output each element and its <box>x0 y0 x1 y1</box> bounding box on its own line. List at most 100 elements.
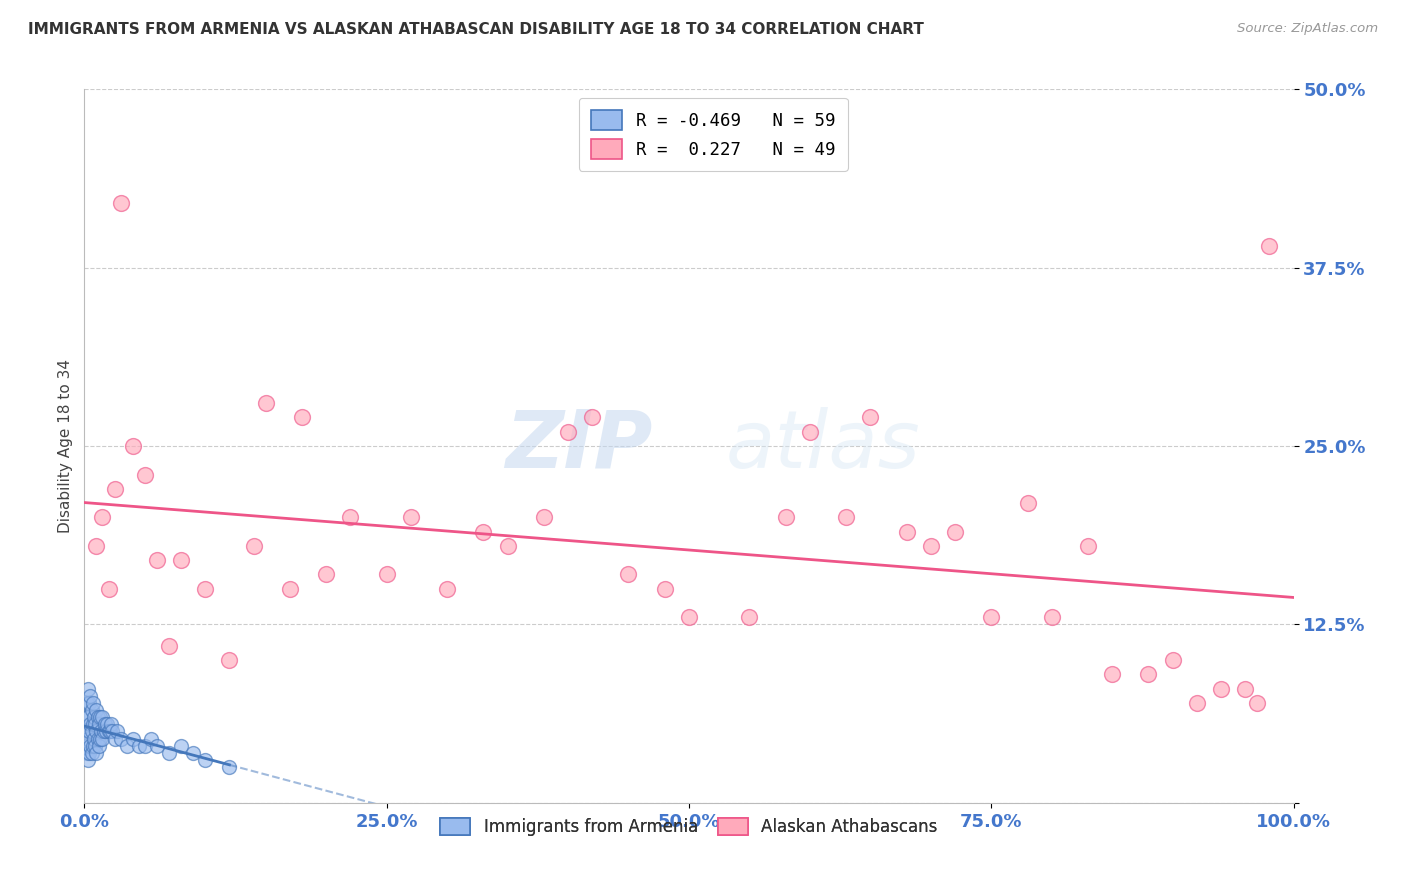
Point <box>110 196 132 211</box>
Point <box>146 739 169 753</box>
Point <box>315 567 337 582</box>
Point <box>80 724 103 739</box>
Point <box>1209 681 1232 696</box>
Point <box>146 553 169 567</box>
Point <box>194 582 217 596</box>
Point <box>86 746 108 760</box>
Point <box>97 582 120 596</box>
Point <box>1161 653 1184 667</box>
Point <box>87 717 110 731</box>
Point <box>96 717 118 731</box>
Point <box>94 717 117 731</box>
Point <box>799 425 821 439</box>
Point <box>1234 681 1257 696</box>
Point <box>79 689 101 703</box>
Point <box>86 710 108 724</box>
Point <box>1101 667 1123 681</box>
Point <box>943 524 966 539</box>
Point <box>278 582 301 596</box>
Point <box>1185 696 1208 710</box>
Point <box>436 582 458 596</box>
Point <box>77 710 100 724</box>
Point <box>920 539 942 553</box>
Point <box>86 731 108 746</box>
Point <box>1258 239 1281 253</box>
Text: IMMIGRANTS FROM ARMENIA VS ALASKAN ATHABASCAN DISABILITY AGE 18 TO 34 CORRELATIO: IMMIGRANTS FROM ARMENIA VS ALASKAN ATHAB… <box>28 22 924 37</box>
Point <box>77 746 100 760</box>
Point <box>105 724 128 739</box>
Point <box>86 703 108 717</box>
Point <box>91 510 114 524</box>
Point <box>100 717 122 731</box>
Text: atlas: atlas <box>725 407 920 485</box>
Point <box>82 696 104 710</box>
Point <box>76 724 98 739</box>
Point <box>1137 667 1160 681</box>
Point <box>170 739 193 753</box>
Point <box>110 731 132 746</box>
Point <box>194 753 217 767</box>
Point <box>91 731 114 746</box>
Point <box>139 731 162 746</box>
Point <box>121 439 143 453</box>
Point <box>181 746 204 760</box>
Point <box>157 746 180 760</box>
Point <box>80 746 103 760</box>
Point <box>89 731 111 746</box>
Point <box>128 739 150 753</box>
Point <box>101 724 124 739</box>
Point <box>104 731 127 746</box>
Point <box>98 724 121 739</box>
Point <box>77 696 100 710</box>
Point <box>84 739 107 753</box>
Point <box>86 724 108 739</box>
Point <box>617 567 640 582</box>
Point <box>79 717 101 731</box>
Point <box>94 724 117 739</box>
Point <box>93 724 115 739</box>
Point <box>1017 496 1039 510</box>
Point <box>1040 610 1063 624</box>
Point <box>218 653 240 667</box>
Text: ZIP: ZIP <box>505 407 652 485</box>
Point <box>291 410 314 425</box>
Point <box>79 739 101 753</box>
Point <box>76 696 98 710</box>
Y-axis label: Disability Age 18 to 34: Disability Age 18 to 34 <box>58 359 73 533</box>
Point <box>104 482 127 496</box>
Point <box>533 510 555 524</box>
Point <box>83 710 105 724</box>
Point <box>170 553 193 567</box>
Point <box>339 510 361 524</box>
Point <box>375 567 398 582</box>
Point <box>83 731 105 746</box>
Point <box>77 753 100 767</box>
Point <box>121 731 143 746</box>
Point <box>157 639 180 653</box>
Point <box>76 746 98 760</box>
Text: Source: ZipAtlas.com: Source: ZipAtlas.com <box>1237 22 1378 36</box>
Point <box>115 739 138 753</box>
Point <box>775 510 797 524</box>
Point <box>896 524 918 539</box>
Point <box>97 724 120 739</box>
Point <box>859 410 882 425</box>
Point <box>835 510 858 524</box>
Point <box>75 710 97 724</box>
Point <box>84 717 107 731</box>
Point <box>89 710 111 724</box>
Point <box>77 724 100 739</box>
Point <box>738 610 761 624</box>
Point <box>87 739 110 753</box>
Point <box>1246 696 1268 710</box>
Point <box>134 467 156 482</box>
Point <box>242 539 264 553</box>
Point <box>75 739 97 753</box>
Point <box>654 582 676 596</box>
Point <box>678 610 700 624</box>
Point <box>82 739 104 753</box>
Point <box>91 710 114 724</box>
Point <box>399 510 422 524</box>
Point <box>496 539 519 553</box>
Point <box>90 724 112 739</box>
